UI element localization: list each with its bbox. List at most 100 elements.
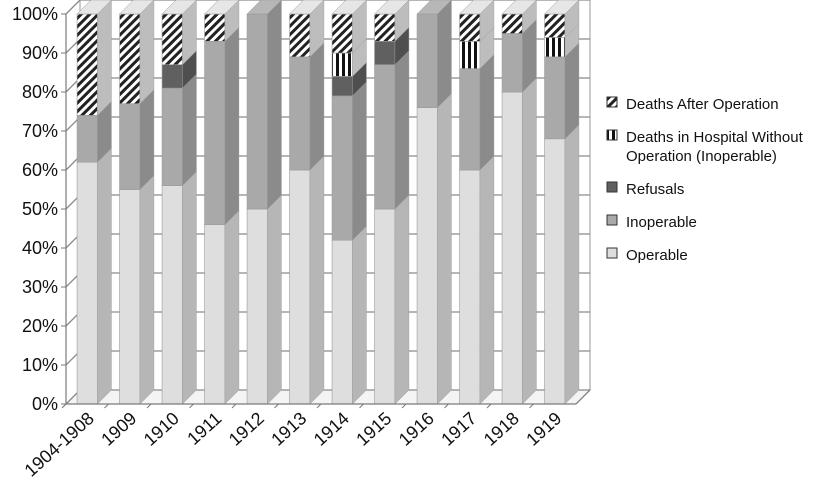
bar-front [331,95,353,241]
bar-segment-1914-inoperable [331,81,367,241]
y-tick-label: 40% [22,238,58,258]
bar-side [267,194,282,405]
x-axis-depth-edge [575,389,591,405]
legend-swatch [606,214,618,226]
bar-side [182,73,197,187]
x-tick-mark [274,403,279,409]
bar-segment-1909-deaths-after-operation [119,0,155,105]
axes [61,13,591,409]
bar-front [76,115,98,163]
bar-top [288,0,325,15]
x-tick-label: 1904-1908 [21,408,98,480]
bar-side [564,42,580,140]
bar-segment-1909-inoperable [119,89,155,190]
legend-label: Inoperable [626,214,697,231]
bar-front [501,13,523,34]
bar-top [416,0,452,15]
x-tick-label: 1917 [437,408,480,450]
x-tick-mark [444,403,449,409]
bar-front [161,87,183,186]
bar-front [204,224,226,405]
y-axis-tick-labels: 0% 10% 20% 30% 40% 50% 60% 70% 80% 90% 100% [12,4,58,414]
legend-item-operable: Operable [606,247,688,264]
legend-label: Refusals [626,181,684,198]
bar-1919 [543,0,580,405]
y-tick-label: 20% [22,316,58,336]
bar-top [246,0,282,15]
y-tick-label: 0% [32,394,58,414]
y-tick-label: 80% [22,82,58,102]
bar-side [352,81,367,241]
x-tick-mark [359,403,364,409]
x-tick-label: 1915 [352,408,395,450]
bar-side [267,0,282,210]
bar-top [76,0,112,15]
bar-front [161,13,183,66]
bar-front [544,13,566,38]
bar-front [119,103,141,190]
bar-side [394,50,410,210]
x-tick-label: 1919 [522,408,565,450]
bar-segment-1918-operable [501,77,537,405]
bar-front [289,13,311,58]
bar-segment-1919-operable [544,124,580,405]
y-tick-label: 70% [22,121,58,141]
legend: Deaths After Operation Deaths in Hospital… [606,96,804,264]
bar-front [416,107,438,405]
legend-item-deaths-after-operation: Deaths After Operation [606,96,779,113]
y-tick-label: 50% [22,199,58,219]
bar-side [182,171,197,405]
legend-item-inoperable: Inoperable [606,214,697,231]
bar-side [309,42,325,171]
bar-side [437,0,452,109]
x-tick-mark [104,403,109,409]
bar-side [352,225,367,405]
bar-segment-1917-deaths-in-hospital-without-operation-inoperable [459,26,495,70]
bar-front [204,40,226,225]
bar-top [458,0,495,15]
bar-1913 [288,0,325,405]
bar-segment-1910-refusals [161,50,197,89]
bar-front [544,37,566,58]
bar-top [331,0,367,15]
bar-segment-1917-operable [459,155,495,405]
bar-side [479,54,495,171]
bar-front [204,13,226,42]
bar-side [437,93,452,405]
bar-front [76,161,98,405]
bar-front [416,13,438,108]
x-tick-label: 1912 [225,408,268,450]
bar-side [224,210,240,405]
bar-segment-1913-operable [289,155,325,405]
bar-1918 [501,0,537,405]
bar-front [331,52,353,77]
bar-segment-1914-operable [331,225,367,405]
bar-1916 [416,0,452,405]
gridline-100 [65,0,590,15]
bar-front [544,138,566,405]
bar-segment-1915-inoperable [374,50,410,210]
bar-side [479,155,495,405]
bar-1912 [246,0,282,405]
bar-side [309,155,325,405]
bar-front [331,13,353,54]
bar-front [459,13,481,42]
legend-label: Deaths After Operation [626,96,779,113]
bar-front [161,185,183,405]
legend-label: Operation (Inoperable) [626,148,777,165]
bar-segment-1910-inoperable [161,73,197,187]
legend-swatch [606,129,618,141]
bar-segment-1917-inoperable [459,54,495,171]
bar-segment-1915-refusals [374,26,410,66]
y-tick-label: 90% [22,43,58,63]
bar-1914 [331,0,367,405]
bar-segment-1904-1908-deaths-after-operation [76,0,112,116]
x-tick-mark [231,403,237,409]
legend-item-refusals: Refusals [606,181,684,198]
bar-segment-1912-operable [246,194,282,405]
bar-segment-1916-operable [416,93,452,405]
x-tick-label: 1910 [140,408,183,450]
legend-swatch [606,96,618,108]
